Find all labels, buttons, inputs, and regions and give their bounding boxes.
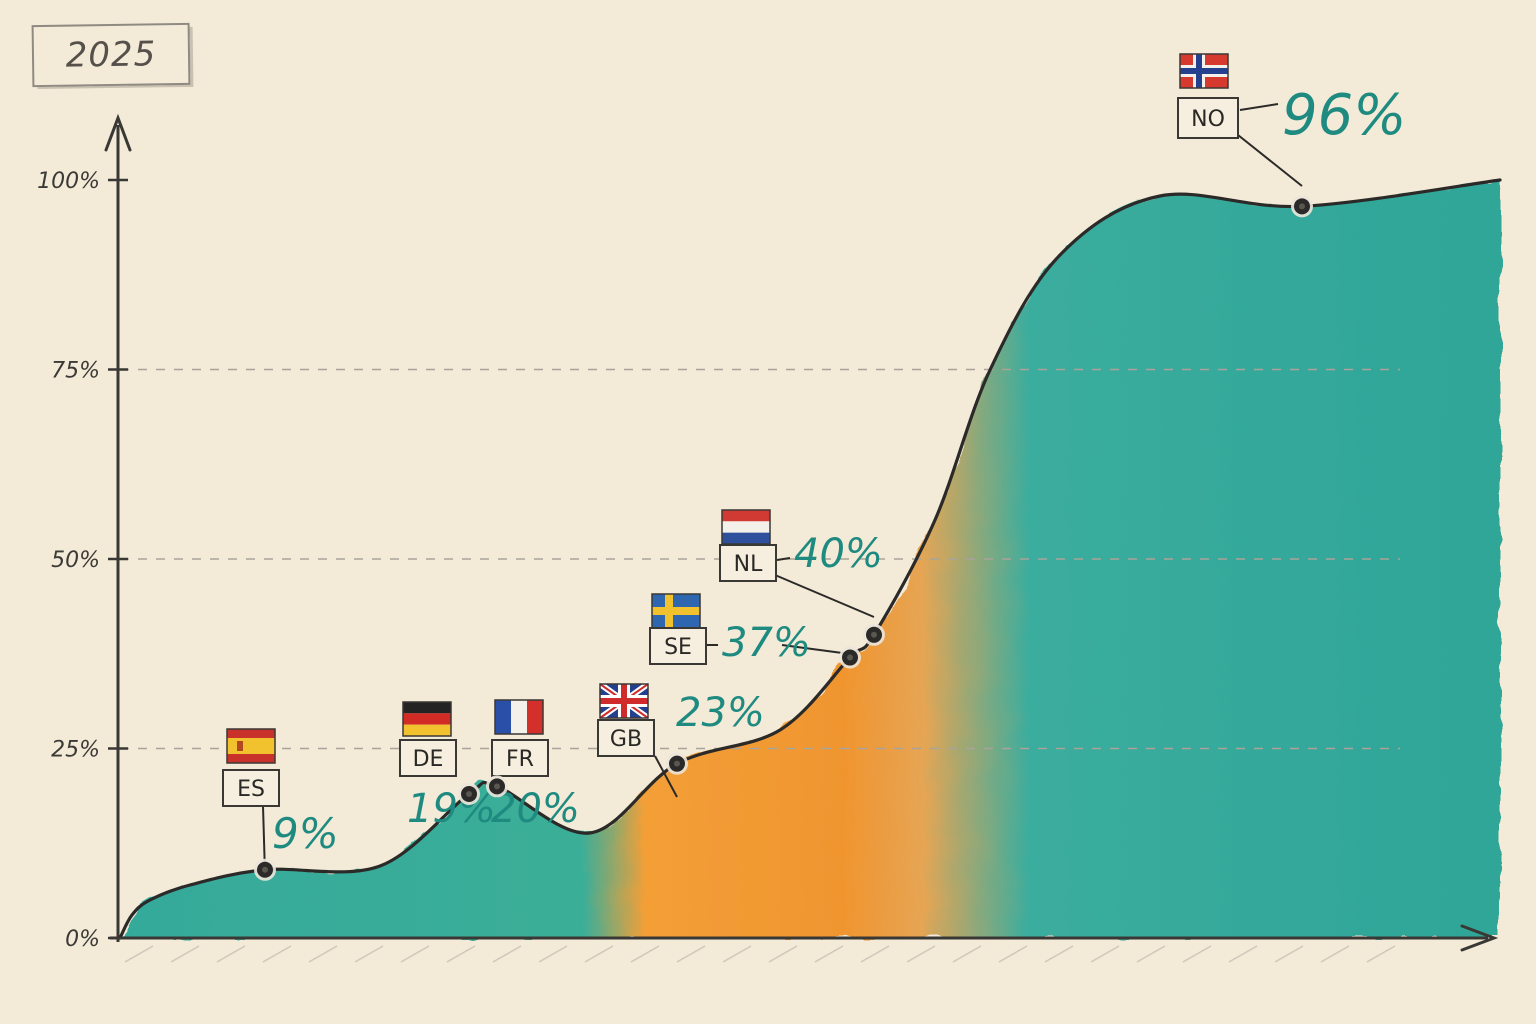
x-axis-arrow-icon xyxy=(1460,924,1499,952)
axes xyxy=(104,113,1499,963)
country-code-nl: NL xyxy=(734,552,763,577)
value-label-se: 37% xyxy=(722,620,811,666)
year-badge: 2025 xyxy=(31,22,191,88)
axis-shading-stroke xyxy=(630,945,660,963)
data-point-center xyxy=(1299,203,1305,210)
axis-shading-stroke xyxy=(998,945,1028,963)
country-marker-de: DE 19% xyxy=(399,701,496,832)
axis-shading-stroke xyxy=(1182,945,1212,963)
axis-shading-stroke xyxy=(584,945,614,963)
data-point-center xyxy=(466,790,472,797)
country-code-box xyxy=(222,769,280,807)
leader-line xyxy=(774,574,875,618)
axis-shading-stroke xyxy=(906,945,936,963)
y-tick-label: 75% xyxy=(51,359,100,384)
country-code-gb: GB xyxy=(610,727,642,752)
axis-shading-stroke xyxy=(446,945,476,963)
y-axis-arrow-icon xyxy=(104,113,132,152)
y-tick-label: 0% xyxy=(65,927,100,952)
axis-shading-stroke xyxy=(860,945,890,963)
value-label-gb: 23% xyxy=(676,690,765,736)
axis-shading-stroke xyxy=(1136,945,1166,963)
axis-shading-stroke xyxy=(1090,945,1120,963)
grid-lines xyxy=(120,368,1400,750)
axis-shading-stroke xyxy=(676,945,706,963)
country-marker-nl: NL 40% xyxy=(719,509,885,646)
axis-shading-stroke xyxy=(722,945,752,963)
axis-shading-stroke xyxy=(170,945,200,963)
germany-flag-icon xyxy=(402,701,452,737)
country-code-box xyxy=(399,739,457,777)
value-label-de: 19% xyxy=(407,786,496,832)
value-label-fr: 20% xyxy=(491,786,580,832)
axis-shading-stroke xyxy=(814,945,844,963)
netherlands-flag-icon xyxy=(721,509,771,545)
country-code-es: ES xyxy=(237,777,265,802)
country-code-box xyxy=(491,739,549,777)
country-marker-se: SE 37% xyxy=(649,593,861,669)
axis-shading-stroke xyxy=(216,945,246,963)
spain-flag-icon xyxy=(226,728,276,764)
country-code-no: NO xyxy=(1191,107,1225,132)
axis-shading-stroke xyxy=(952,945,982,963)
country-code-de: DE xyxy=(413,747,444,772)
data-point-center xyxy=(847,654,853,661)
label-connector xyxy=(1239,103,1279,111)
data-point-center xyxy=(674,760,680,767)
country-marker-es: ES 9% xyxy=(222,728,339,881)
axis-shading-stroke xyxy=(1320,945,1350,963)
axis-shading-stroke xyxy=(1228,945,1258,963)
data-points: ES 9% DE 19% FR 20% GB 23% SE 37% NL 40% NO 96% xyxy=(222,53,1406,881)
data-point-center xyxy=(262,866,268,873)
sweden-flag-icon xyxy=(651,593,701,629)
leader-line xyxy=(654,755,678,798)
country-marker-no: NO 96% xyxy=(1177,53,1406,218)
axis-shading-stroke xyxy=(400,945,430,963)
axis-shading-stroke xyxy=(538,945,568,963)
leader-line xyxy=(781,644,851,655)
year-label: 2025 xyxy=(65,34,157,76)
label-connector xyxy=(776,557,791,561)
country-code-box xyxy=(597,719,655,757)
axis-shading-stroke xyxy=(768,945,798,963)
y-tick-label: 50% xyxy=(51,548,100,573)
country-code-se: SE xyxy=(664,635,692,660)
axis-shading-stroke xyxy=(124,945,154,963)
value-label-no: 96% xyxy=(1282,83,1406,148)
country-marker-gb: GB 23% xyxy=(597,681,765,798)
y-axis-ticks: 0% 25% 50% 75% 100% xyxy=(37,169,128,952)
data-curve xyxy=(118,178,1502,940)
leader-line xyxy=(1237,134,1303,187)
axis-shading-stroke xyxy=(354,945,384,963)
data-point-center xyxy=(871,631,877,638)
france-flag-icon xyxy=(494,699,544,735)
axis-shading-stroke xyxy=(262,945,292,963)
value-label-nl: 40% xyxy=(794,531,883,577)
axis-shading-stroke xyxy=(308,945,338,963)
country-code-box xyxy=(719,544,777,582)
value-label-es: 9% xyxy=(272,809,339,858)
united-kingdom-flag-icon xyxy=(598,681,650,721)
norway-flag-icon xyxy=(1179,53,1229,89)
country-code-box xyxy=(649,627,707,665)
axis-shading-stroke xyxy=(1044,945,1074,963)
country-code-fr: FR xyxy=(506,747,534,772)
country-code-box xyxy=(1177,97,1239,139)
country-marker-fr: FR 20% xyxy=(486,699,580,832)
y-tick-label: 25% xyxy=(51,738,100,763)
data-point-center xyxy=(494,783,500,790)
y-tick-label: 100% xyxy=(37,169,100,194)
axis-shading-stroke xyxy=(492,945,522,963)
axis-shading-stroke xyxy=(1366,945,1396,963)
axis-shading-stroke xyxy=(1274,945,1304,963)
